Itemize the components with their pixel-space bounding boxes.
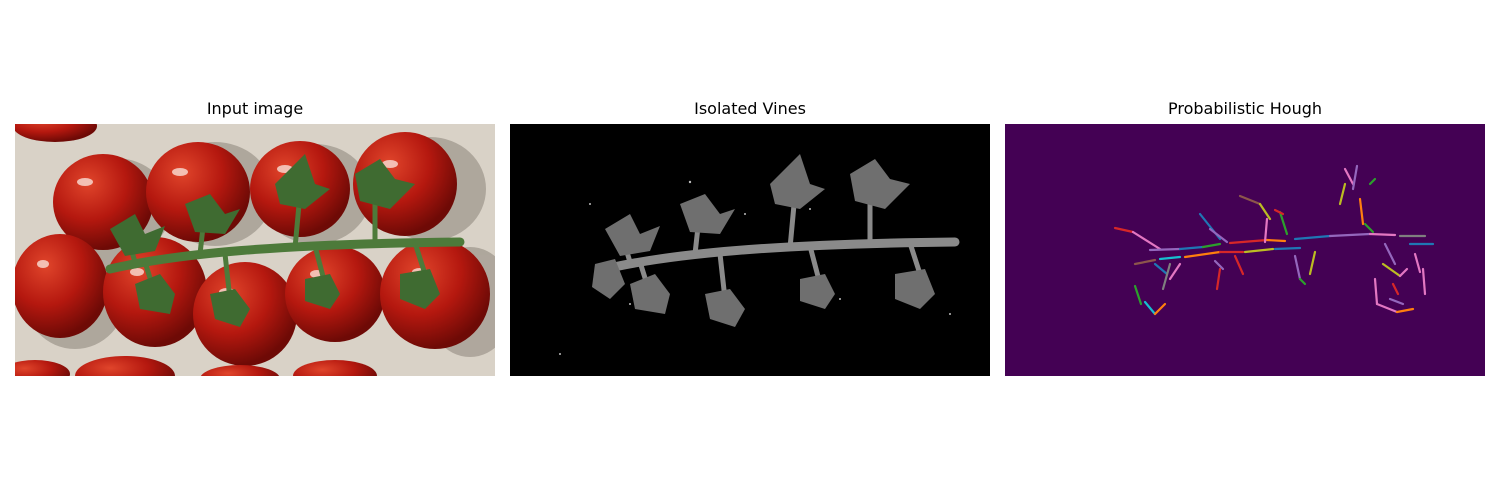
panel-title-input: Input image: [206, 99, 304, 118]
isolated-vines-image: [510, 124, 990, 376]
isolated-vines-panel: [510, 124, 990, 376]
panel-title-hough: Probabilistic Hough: [1167, 99, 1323, 118]
hough-lines-image: [1005, 124, 1485, 376]
tomato-photo: [15, 124, 495, 376]
panel-title-isolated: Isolated Vines: [694, 99, 806, 118]
probabilistic-hough-panel: [1005, 124, 1485, 376]
input-image-panel: [15, 124, 495, 376]
